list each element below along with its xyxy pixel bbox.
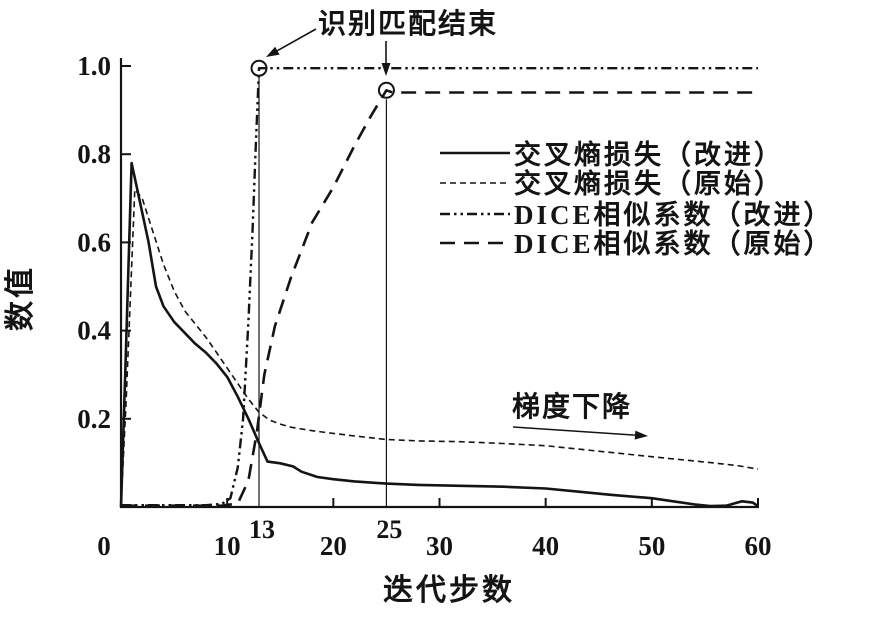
series-line-dash-dot — [121, 67, 758, 507]
x-tick-label: 0 — [97, 531, 111, 561]
axes-layer: 0.2 0.4 0.6 0.8 1.0 0 10 20 30 40 50 60 13 25 — [77, 51, 771, 561]
x-event-tick-label: 25 — [376, 515, 402, 544]
y-axis-label: 数值 — [4, 265, 37, 331]
annotation-arrow-line-0 — [276, 28, 317, 52]
series-layer — [119, 67, 759, 508]
event-lines-layer — [258, 77, 388, 507]
legend-label-dice-original: DICE相似系数（原始） — [514, 228, 834, 259]
y-tick-label: 0.4 — [77, 316, 111, 346]
annotation-gradient-descent: 梯度下降 — [512, 391, 632, 423]
legend-label-cross-entropy-improved: 交叉熵损失（改进） — [514, 139, 784, 170]
x-tick-label: 10 — [214, 531, 241, 561]
legend-label-dice-improved: DICE相似系数（改进） — [514, 200, 834, 230]
legend-label-cross-entropy-original: 交叉熵损失（原始） — [514, 168, 784, 199]
y-tick-label: 0.6 — [77, 227, 111, 257]
annotation-arrow-head-1 — [381, 63, 391, 76]
series-line-short-dash — [120, 188, 759, 508]
x-tick-label: 20 — [320, 531, 347, 561]
series-line-solid — [119, 161, 759, 508]
legend-layer — [440, 151, 510, 245]
x-tick-label: 30 — [426, 531, 453, 561]
event-marker-x13 — [250, 59, 268, 77]
series-line-long-dash — [121, 89, 758, 507]
y-tick-label: 0.2 — [77, 404, 111, 434]
markers-layer — [250, 59, 395, 99]
x-tick-label: 60 — [745, 531, 772, 561]
x-tick-label: 40 — [532, 531, 559, 561]
y-tick-label: 1.0 — [77, 51, 111, 81]
annotation-arrow-head-2 — [634, 430, 648, 440]
x-tick-label: 50 — [638, 531, 665, 561]
annotation-arrow-line-2 — [512, 426, 636, 436]
annotation-match-end: 识别匹配结束 — [318, 8, 498, 40]
x-event-tick-label: 13 — [249, 515, 275, 544]
event-marker-x25 — [377, 81, 395, 99]
annotation-arrows-layer — [266, 28, 648, 440]
y-tick-label: 0.8 — [77, 139, 111, 169]
x-axis-label: 迭代步数 — [383, 574, 515, 607]
annotation-arrow-head-0 — [266, 46, 280, 57]
